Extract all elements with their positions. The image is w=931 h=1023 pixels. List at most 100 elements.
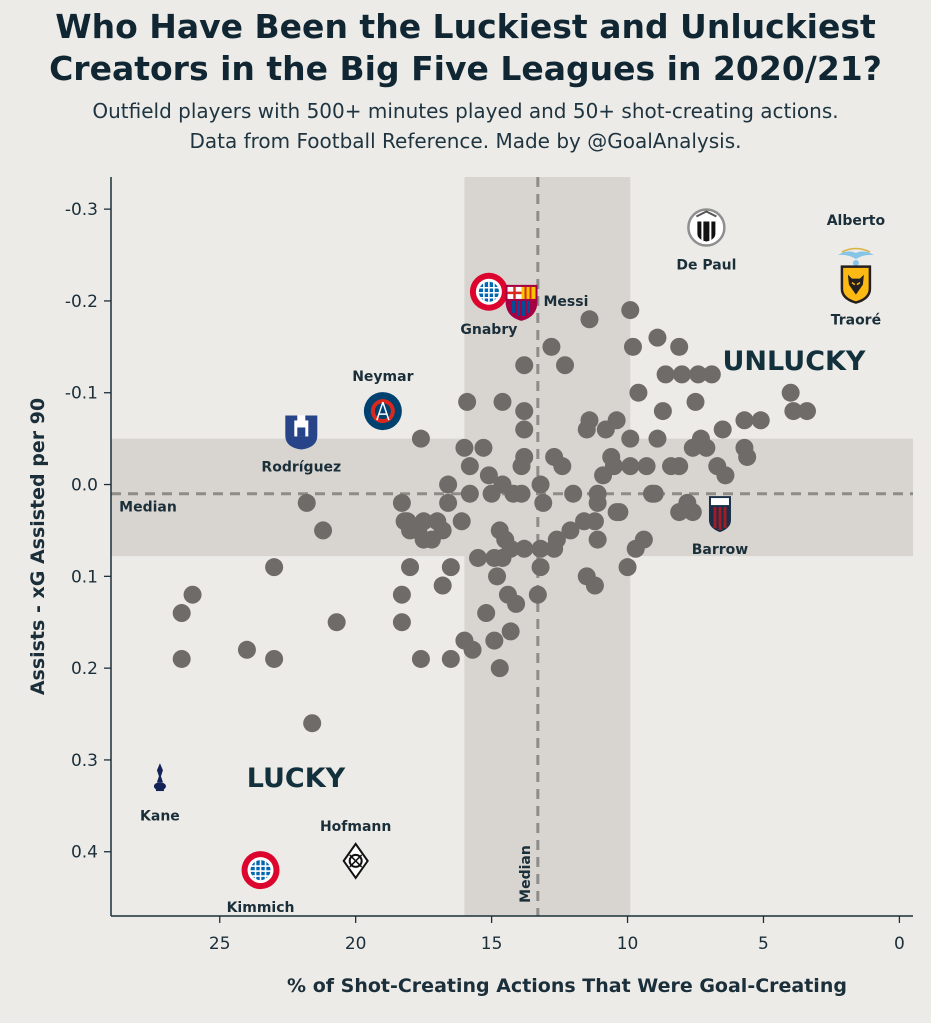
data-point (433, 576, 452, 595)
data-point (433, 521, 452, 540)
data-point (327, 613, 346, 632)
data-point (439, 493, 458, 512)
player-label-gnabry: Gnabry (460, 322, 517, 338)
subtitle-line-1: Outfield players with 500+ minutes playe… (92, 99, 839, 123)
data-point (621, 429, 640, 448)
data-point (588, 493, 607, 512)
x-tick-label: 25 (209, 934, 231, 954)
data-point (545, 539, 564, 558)
data-point (411, 429, 430, 448)
data-point (237, 640, 256, 659)
data-point (634, 530, 653, 549)
y-tick-label: 0.3 (71, 751, 98, 771)
data-point (623, 337, 642, 356)
data-point (564, 484, 583, 503)
player-label-alberto: Alberto (827, 213, 886, 229)
data-point (697, 438, 716, 457)
data-point (512, 457, 531, 476)
bayern-crest-icon (241, 851, 280, 890)
wolves-crest-icon (840, 265, 872, 304)
data-point (265, 558, 284, 577)
data-point (585, 512, 604, 531)
title-line-2: Creators in the Big Five Leagues in 2020… (49, 49, 882, 88)
data-point (460, 484, 479, 503)
data-point (738, 447, 757, 466)
data-point (392, 493, 411, 512)
data-point (401, 558, 420, 577)
y-tick-label: 0.0 (71, 476, 98, 496)
data-point (455, 438, 474, 457)
data-point (458, 392, 477, 411)
data-point (713, 420, 732, 439)
data-point (629, 383, 648, 402)
data-point (545, 447, 564, 466)
data-point (414, 530, 433, 549)
x-axis-label: % of Shot-Creating Actions That Were Goa… (287, 975, 847, 997)
subtitle-line-2: Data from Football Reference. Made by @G… (189, 129, 742, 153)
data-point (670, 337, 689, 356)
player-label-barrow: Barrow (692, 542, 749, 558)
data-point (463, 640, 482, 659)
data-point (618, 558, 637, 577)
bologna-crest-icon (708, 496, 731, 533)
lucky-zone-label: LUCKY (247, 763, 346, 794)
data-point (401, 521, 420, 540)
everton-crest-icon (285, 415, 318, 450)
data-point (531, 475, 550, 494)
player-label-rodrguez: Rodríguez (261, 459, 341, 475)
data-point (474, 438, 493, 457)
data-point (596, 420, 615, 439)
data-point (515, 420, 534, 439)
data-point (662, 457, 681, 476)
data-point (303, 714, 322, 733)
player-label-kane: Kane (140, 808, 180, 824)
player-label-depaul: De Paul (676, 257, 736, 273)
x-tick-label: 15 (481, 934, 503, 954)
x-tick-label: 5 (758, 934, 769, 954)
data-point (621, 457, 640, 476)
data-point (797, 402, 816, 421)
data-point (588, 530, 607, 549)
data-point (490, 659, 509, 678)
bayern-crest-icon (469, 272, 508, 311)
median-y-label: Median (119, 500, 177, 516)
y-tick-label: 0.4 (71, 843, 98, 863)
data-point (485, 548, 504, 567)
data-point (501, 622, 520, 641)
data-point (512, 484, 531, 503)
data-point (493, 392, 512, 411)
data-point (485, 631, 504, 650)
data-point (648, 328, 667, 347)
barcelona-crest-icon (505, 284, 538, 321)
y-tick-label: -0.2 (65, 292, 98, 312)
y-axis-label: Assists - xG Assisted per 90 (27, 398, 49, 695)
player-label-traor: Traoré (831, 313, 881, 329)
x-tick-label: 20 (345, 934, 367, 954)
player-label-messi: Messi (544, 294, 589, 310)
title-line-1: Who Have Been the Luckiest and Unluckies… (55, 7, 876, 46)
data-point (477, 604, 496, 623)
data-point (689, 365, 708, 384)
data-point (488, 567, 507, 586)
data-point (585, 576, 604, 595)
data-point (735, 411, 754, 430)
data-point (781, 383, 800, 402)
data-point (670, 503, 689, 522)
data-point (648, 429, 667, 448)
data-point (683, 503, 702, 522)
y-tick-label: 0.2 (71, 659, 98, 679)
player-label-hofmann: Hofmann (320, 819, 391, 835)
chart-title: Who Have Been the Luckiest and Unluckies… (0, 6, 931, 90)
y-tick-label: -0.1 (65, 384, 98, 404)
data-point (392, 613, 411, 632)
data-point (172, 604, 191, 623)
y-tick-label: -0.3 (65, 200, 98, 220)
data-point (716, 466, 735, 485)
data-point (637, 457, 656, 476)
data-point (528, 585, 547, 604)
data-point (439, 475, 458, 494)
data-point (531, 558, 550, 577)
x-tick-label: 0 (894, 934, 905, 954)
data-point (515, 539, 534, 558)
